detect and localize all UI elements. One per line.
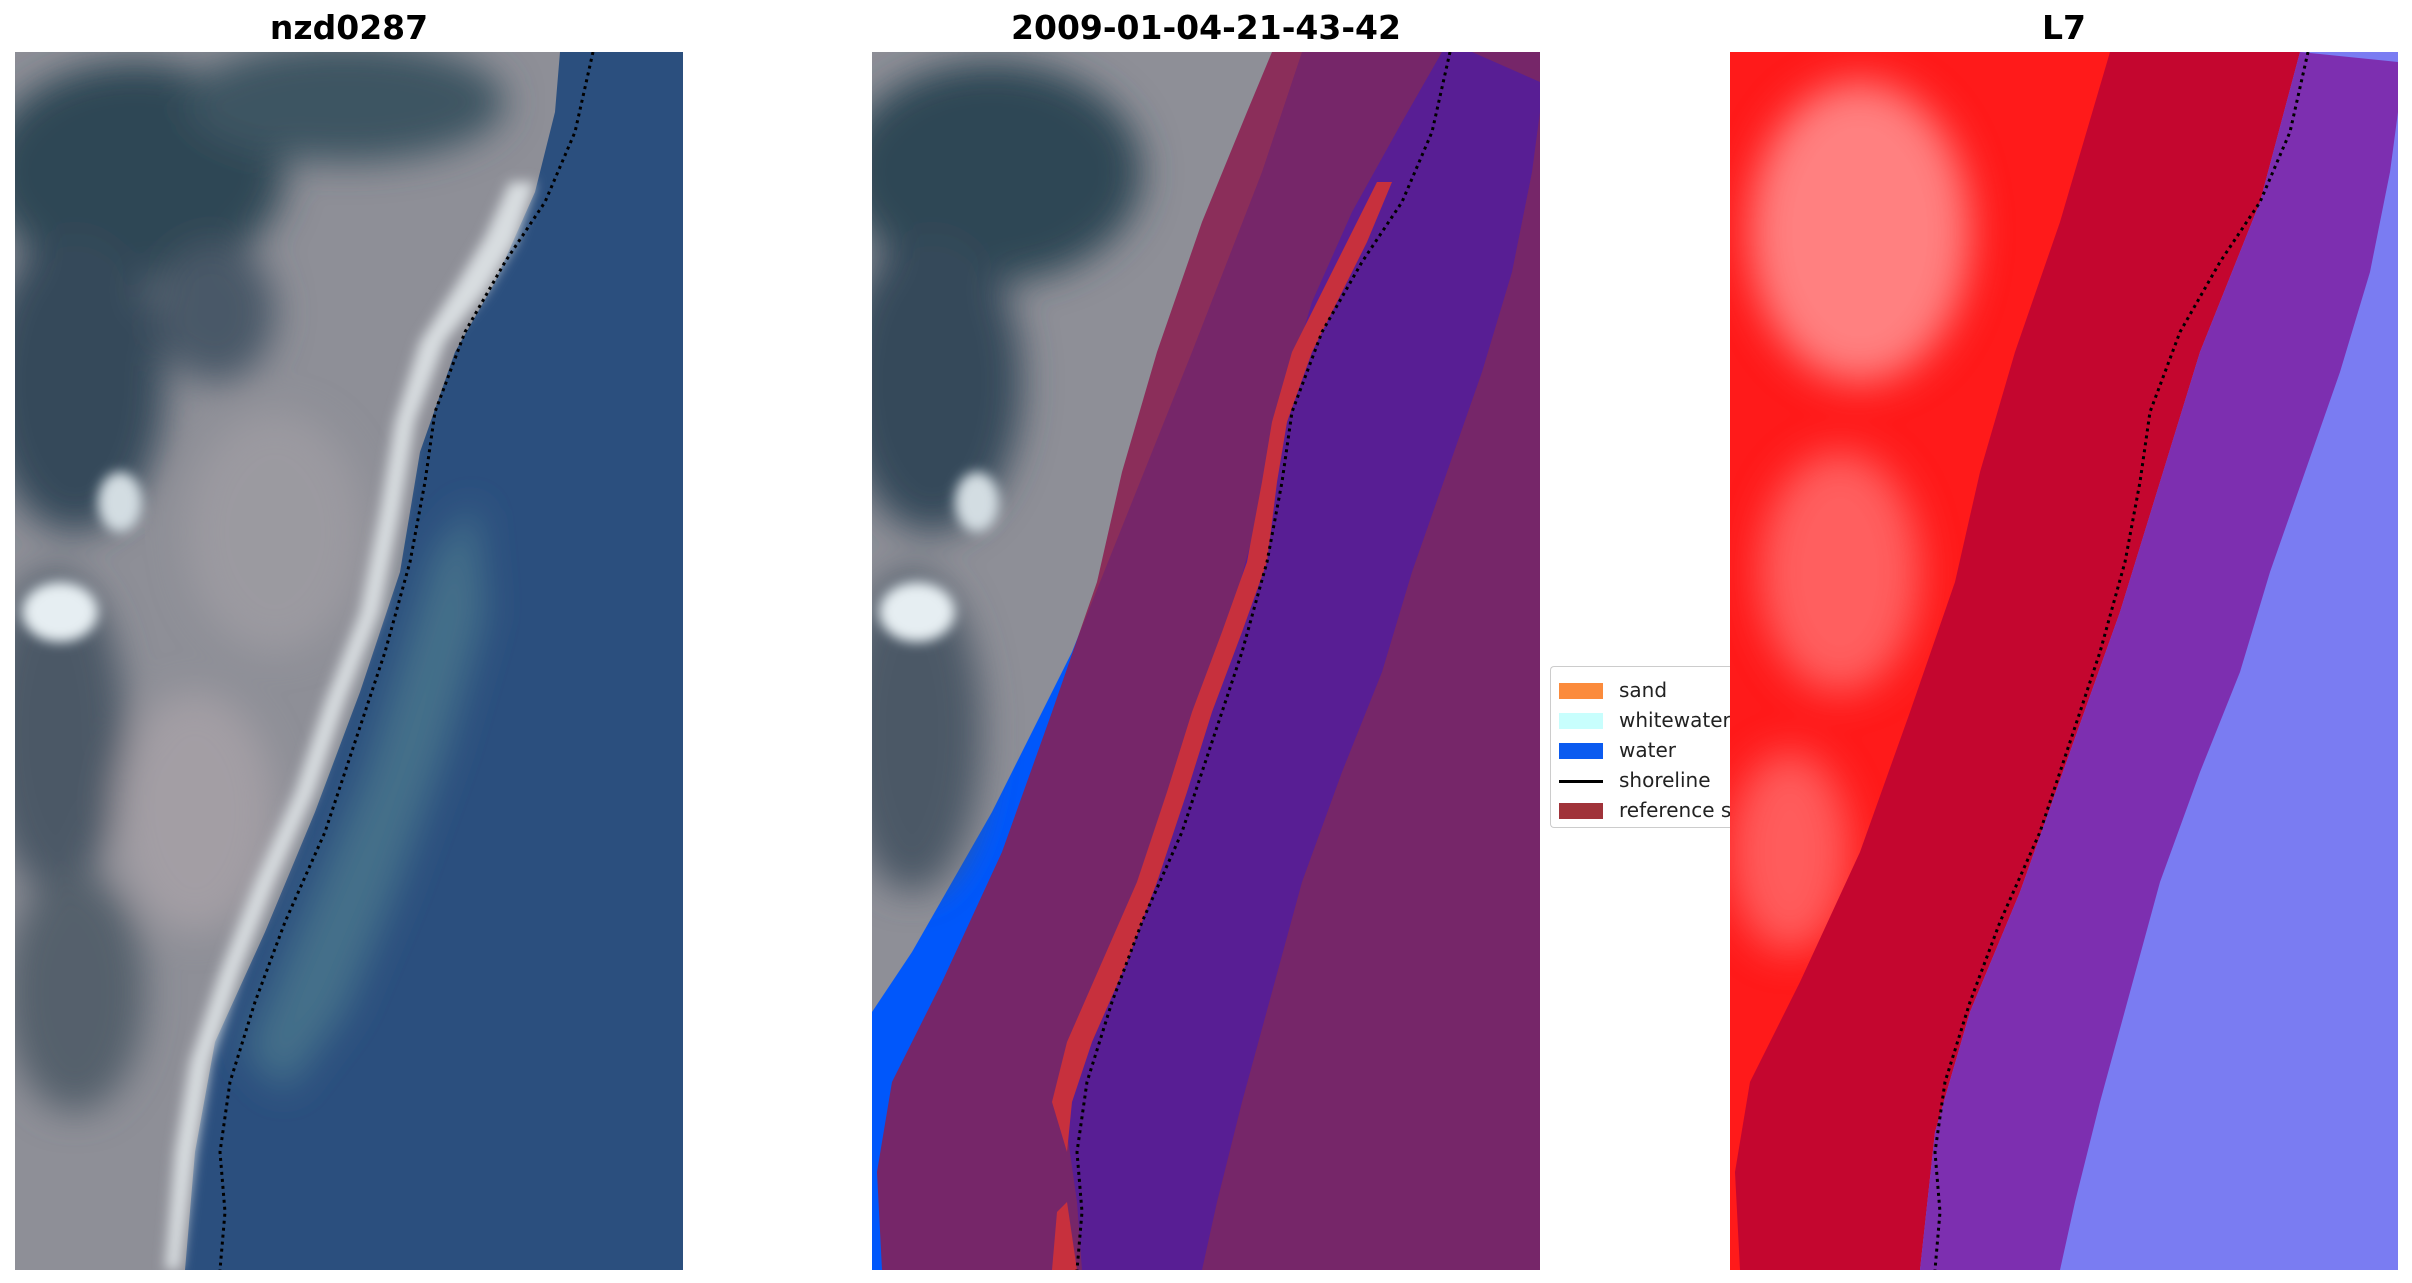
legend-label-water: water	[1619, 738, 1676, 762]
legend-label-shoreline: shoreline	[1619, 768, 1711, 792]
panel-title-middle: 2009-01-04-21-43-42	[1011, 8, 1401, 47]
legend-item-reference-buffer: reference shoreline buffer	[1551, 795, 1730, 825]
legend-label-sand: sand	[1619, 678, 1668, 702]
legend-item-whitewater: whitewater	[1551, 705, 1730, 735]
rgb-satellite-image	[15, 52, 683, 1270]
legend-label-reference-buffer: reference shoreline buffer	[1619, 798, 1730, 822]
legend: sand whitewater water shoreline referenc…	[1550, 666, 1730, 828]
panel-title-left: nzd0287	[269, 8, 429, 47]
sand-swatch	[1559, 683, 1603, 699]
legend-label-whitewater: whitewater	[1619, 708, 1730, 732]
water-swatch	[1559, 743, 1603, 759]
legend-item-shoreline: shoreline	[1551, 765, 1730, 795]
water-index-image	[1730, 52, 2398, 1270]
panel-title-right: L7	[2042, 8, 2086, 47]
legend-item-water: water	[1551, 735, 1730, 765]
whitewater-swatch	[1559, 713, 1603, 729]
legend-item-sand: sand	[1551, 675, 1730, 705]
shoreline-line	[218, 52, 595, 1270]
shoreline-swatch	[1559, 780, 1603, 783]
classification-overlay-image	[872, 52, 1540, 1270]
reference-buffer-swatch	[1559, 803, 1603, 819]
